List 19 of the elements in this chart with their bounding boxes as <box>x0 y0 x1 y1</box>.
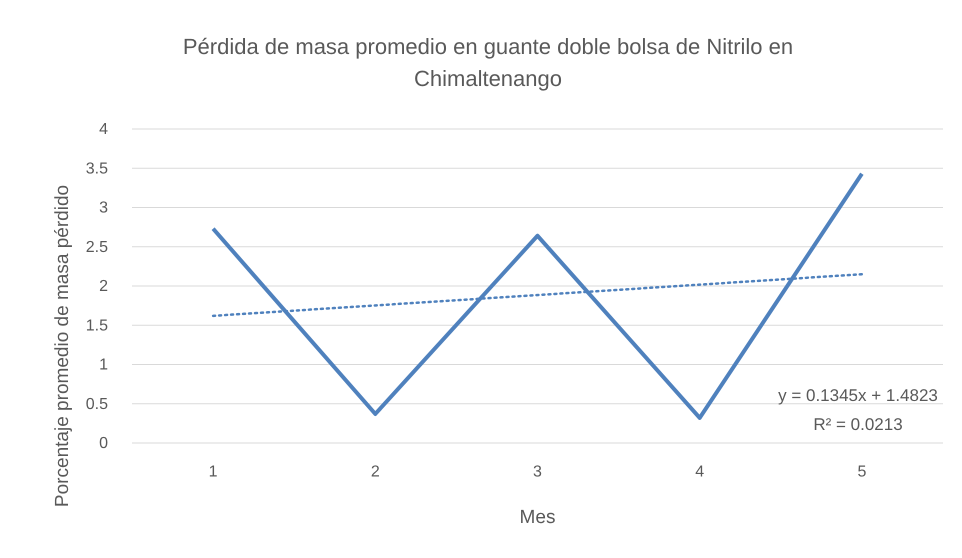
x-tick-label: 4 <box>695 463 704 480</box>
annotation: y = 0.1345x + 1.4823 <box>778 386 938 405</box>
x-tick-label: 5 <box>857 463 866 480</box>
x-tick-label: 1 <box>208 463 218 480</box>
y-tick-label: 2.5 <box>86 238 108 256</box>
y-axis-title: Porcentaje promedio de masa pérdido <box>52 184 73 508</box>
x-axis-title: Mes <box>520 507 556 528</box>
y-tick-label: 0.5 <box>86 396 108 413</box>
y-tick-label: 4 <box>99 121 108 138</box>
y-tick-label: 3.5 <box>86 160 108 178</box>
y-tick-label: 2 <box>99 278 108 296</box>
y-tick-label: 3 <box>99 200 108 217</box>
chart-title: Pérdida de masa promedio en guante doble bolsa de Nitrilo en Chimaltenango <box>182 34 794 91</box>
x-tick-label: 2 <box>370 463 380 480</box>
y-tick-label: 1 <box>99 356 108 374</box>
annotation: R² = 0.0213 <box>813 415 903 434</box>
y-tick-label: 1.5 <box>86 317 108 334</box>
x-tick-label: 3 <box>533 463 542 480</box>
y-tick-label: 0 <box>99 435 108 452</box>
